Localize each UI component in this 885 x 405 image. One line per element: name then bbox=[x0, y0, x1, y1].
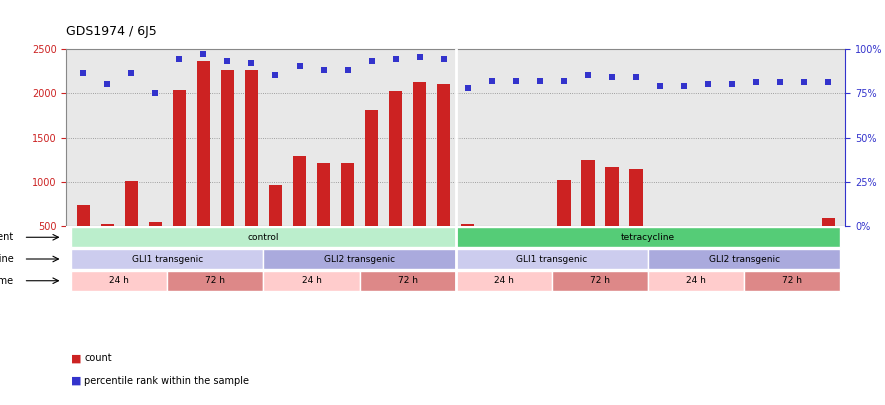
Bar bbox=[77, 205, 89, 226]
Bar bbox=[648, 249, 841, 269]
Bar bbox=[461, 224, 474, 226]
Point bbox=[821, 79, 835, 85]
Point bbox=[148, 90, 162, 96]
Bar bbox=[173, 90, 186, 226]
Bar bbox=[389, 91, 403, 226]
Text: 24 h: 24 h bbox=[302, 276, 321, 285]
Point bbox=[268, 72, 282, 79]
Bar bbox=[71, 228, 456, 247]
Bar bbox=[456, 249, 648, 269]
Bar bbox=[264, 271, 359, 290]
Point bbox=[461, 85, 475, 91]
Bar bbox=[101, 224, 114, 226]
Bar bbox=[365, 110, 378, 226]
Bar bbox=[437, 84, 450, 226]
Point bbox=[557, 77, 571, 84]
Text: GLI1 transgenic: GLI1 transgenic bbox=[132, 254, 203, 264]
Bar bbox=[317, 163, 330, 226]
Point bbox=[317, 67, 331, 73]
Point bbox=[220, 58, 235, 64]
Bar bbox=[456, 271, 552, 290]
Bar bbox=[221, 70, 234, 226]
Point bbox=[677, 83, 691, 89]
Point bbox=[244, 60, 258, 66]
Bar bbox=[744, 271, 841, 290]
Point bbox=[725, 81, 739, 87]
Point bbox=[173, 56, 187, 62]
Text: GLI2 transgenic: GLI2 transgenic bbox=[324, 254, 396, 264]
Bar bbox=[71, 249, 264, 269]
Bar bbox=[629, 168, 643, 226]
Point bbox=[124, 70, 138, 77]
Point bbox=[629, 74, 643, 80]
Point bbox=[412, 54, 427, 61]
Text: 24 h: 24 h bbox=[494, 276, 514, 285]
Bar bbox=[196, 61, 210, 226]
Point bbox=[292, 63, 306, 70]
Text: 72 h: 72 h bbox=[590, 276, 610, 285]
Point bbox=[196, 51, 211, 57]
Bar bbox=[245, 70, 258, 226]
Text: 24 h: 24 h bbox=[110, 276, 129, 285]
Bar bbox=[359, 271, 456, 290]
Text: GDS1974 / 6J5: GDS1974 / 6J5 bbox=[66, 26, 158, 38]
Point bbox=[509, 77, 523, 84]
Bar bbox=[269, 185, 282, 226]
Text: 72 h: 72 h bbox=[397, 276, 418, 285]
Point bbox=[100, 81, 114, 87]
Point bbox=[76, 70, 90, 77]
Text: agent: agent bbox=[0, 232, 13, 242]
Bar bbox=[552, 271, 648, 290]
Point bbox=[701, 81, 715, 87]
Text: 72 h: 72 h bbox=[205, 276, 226, 285]
Text: 72 h: 72 h bbox=[782, 276, 803, 285]
Text: tetracycline: tetracycline bbox=[621, 233, 675, 242]
Bar bbox=[413, 82, 427, 226]
Text: percentile rank within the sample: percentile rank within the sample bbox=[84, 376, 249, 386]
Point bbox=[533, 77, 547, 84]
Point bbox=[365, 58, 379, 64]
Bar bbox=[149, 222, 162, 226]
Text: control: control bbox=[248, 233, 280, 242]
Point bbox=[605, 74, 620, 80]
Text: GLI1 transgenic: GLI1 transgenic bbox=[516, 254, 588, 264]
Bar bbox=[581, 160, 595, 226]
Text: GLI2 transgenic: GLI2 transgenic bbox=[709, 254, 780, 264]
Point bbox=[341, 67, 355, 73]
Text: ■: ■ bbox=[71, 376, 81, 386]
Bar bbox=[167, 271, 264, 290]
Bar bbox=[293, 156, 306, 226]
Bar bbox=[264, 249, 456, 269]
Bar bbox=[71, 271, 167, 290]
Bar bbox=[125, 181, 138, 226]
Point bbox=[653, 83, 667, 89]
Bar bbox=[456, 228, 841, 247]
Bar bbox=[341, 163, 354, 226]
Text: 24 h: 24 h bbox=[686, 276, 706, 285]
Point bbox=[581, 72, 595, 79]
Text: count: count bbox=[84, 354, 112, 363]
Point bbox=[773, 79, 788, 85]
Point bbox=[797, 79, 812, 85]
Point bbox=[750, 79, 764, 85]
Text: ■: ■ bbox=[71, 354, 81, 363]
Text: cell line: cell line bbox=[0, 254, 13, 264]
Bar bbox=[558, 180, 571, 226]
Point bbox=[485, 77, 499, 84]
Bar bbox=[648, 271, 744, 290]
Text: time: time bbox=[0, 276, 13, 286]
Bar bbox=[605, 167, 619, 226]
Point bbox=[436, 56, 450, 62]
Point bbox=[389, 56, 403, 62]
Bar bbox=[822, 217, 835, 226]
